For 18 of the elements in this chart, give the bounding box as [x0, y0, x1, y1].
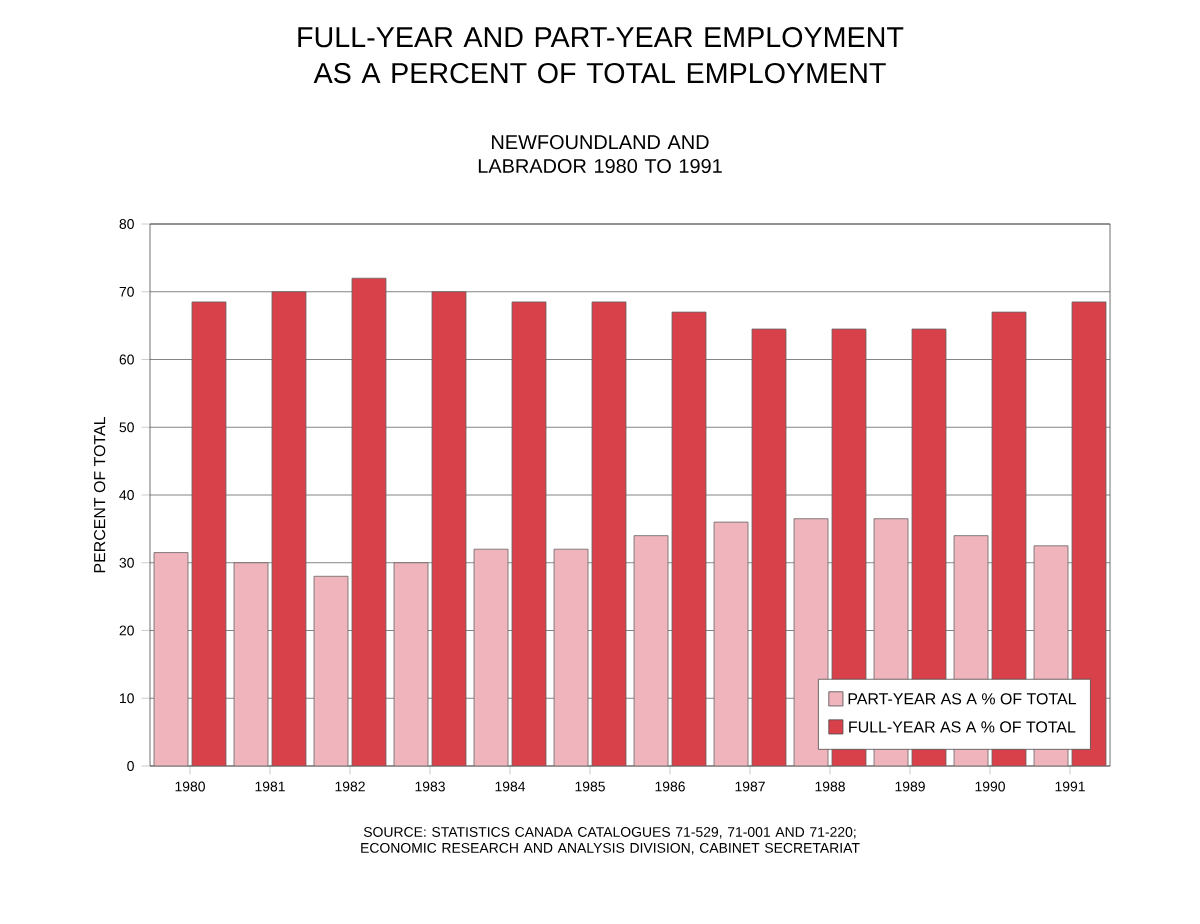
bar: [153, 552, 189, 766]
bar: [313, 575, 349, 766]
bar: [671, 311, 707, 766]
bar: [271, 291, 307, 766]
chart-title: FULL-YEAR AND PART-YEAR EMPLOYMENT AS A PERCENT OF TOTAL EMPLOYMENT: [298, 27, 904, 84]
bar: [233, 562, 269, 766]
bar: [191, 301, 227, 766]
bar: [553, 548, 589, 766]
chart-subtitle: NEWFOUNDLAND AND LABRADOR 1980 TO 1991: [478, 135, 722, 174]
bar: [751, 328, 787, 766]
bar: [473, 548, 509, 766]
bar: [633, 535, 669, 766]
bar: [431, 291, 467, 766]
bar: [351, 277, 387, 766]
bar: [591, 301, 627, 766]
bar: [511, 301, 547, 766]
bar: [713, 521, 749, 766]
bar: [393, 562, 429, 766]
